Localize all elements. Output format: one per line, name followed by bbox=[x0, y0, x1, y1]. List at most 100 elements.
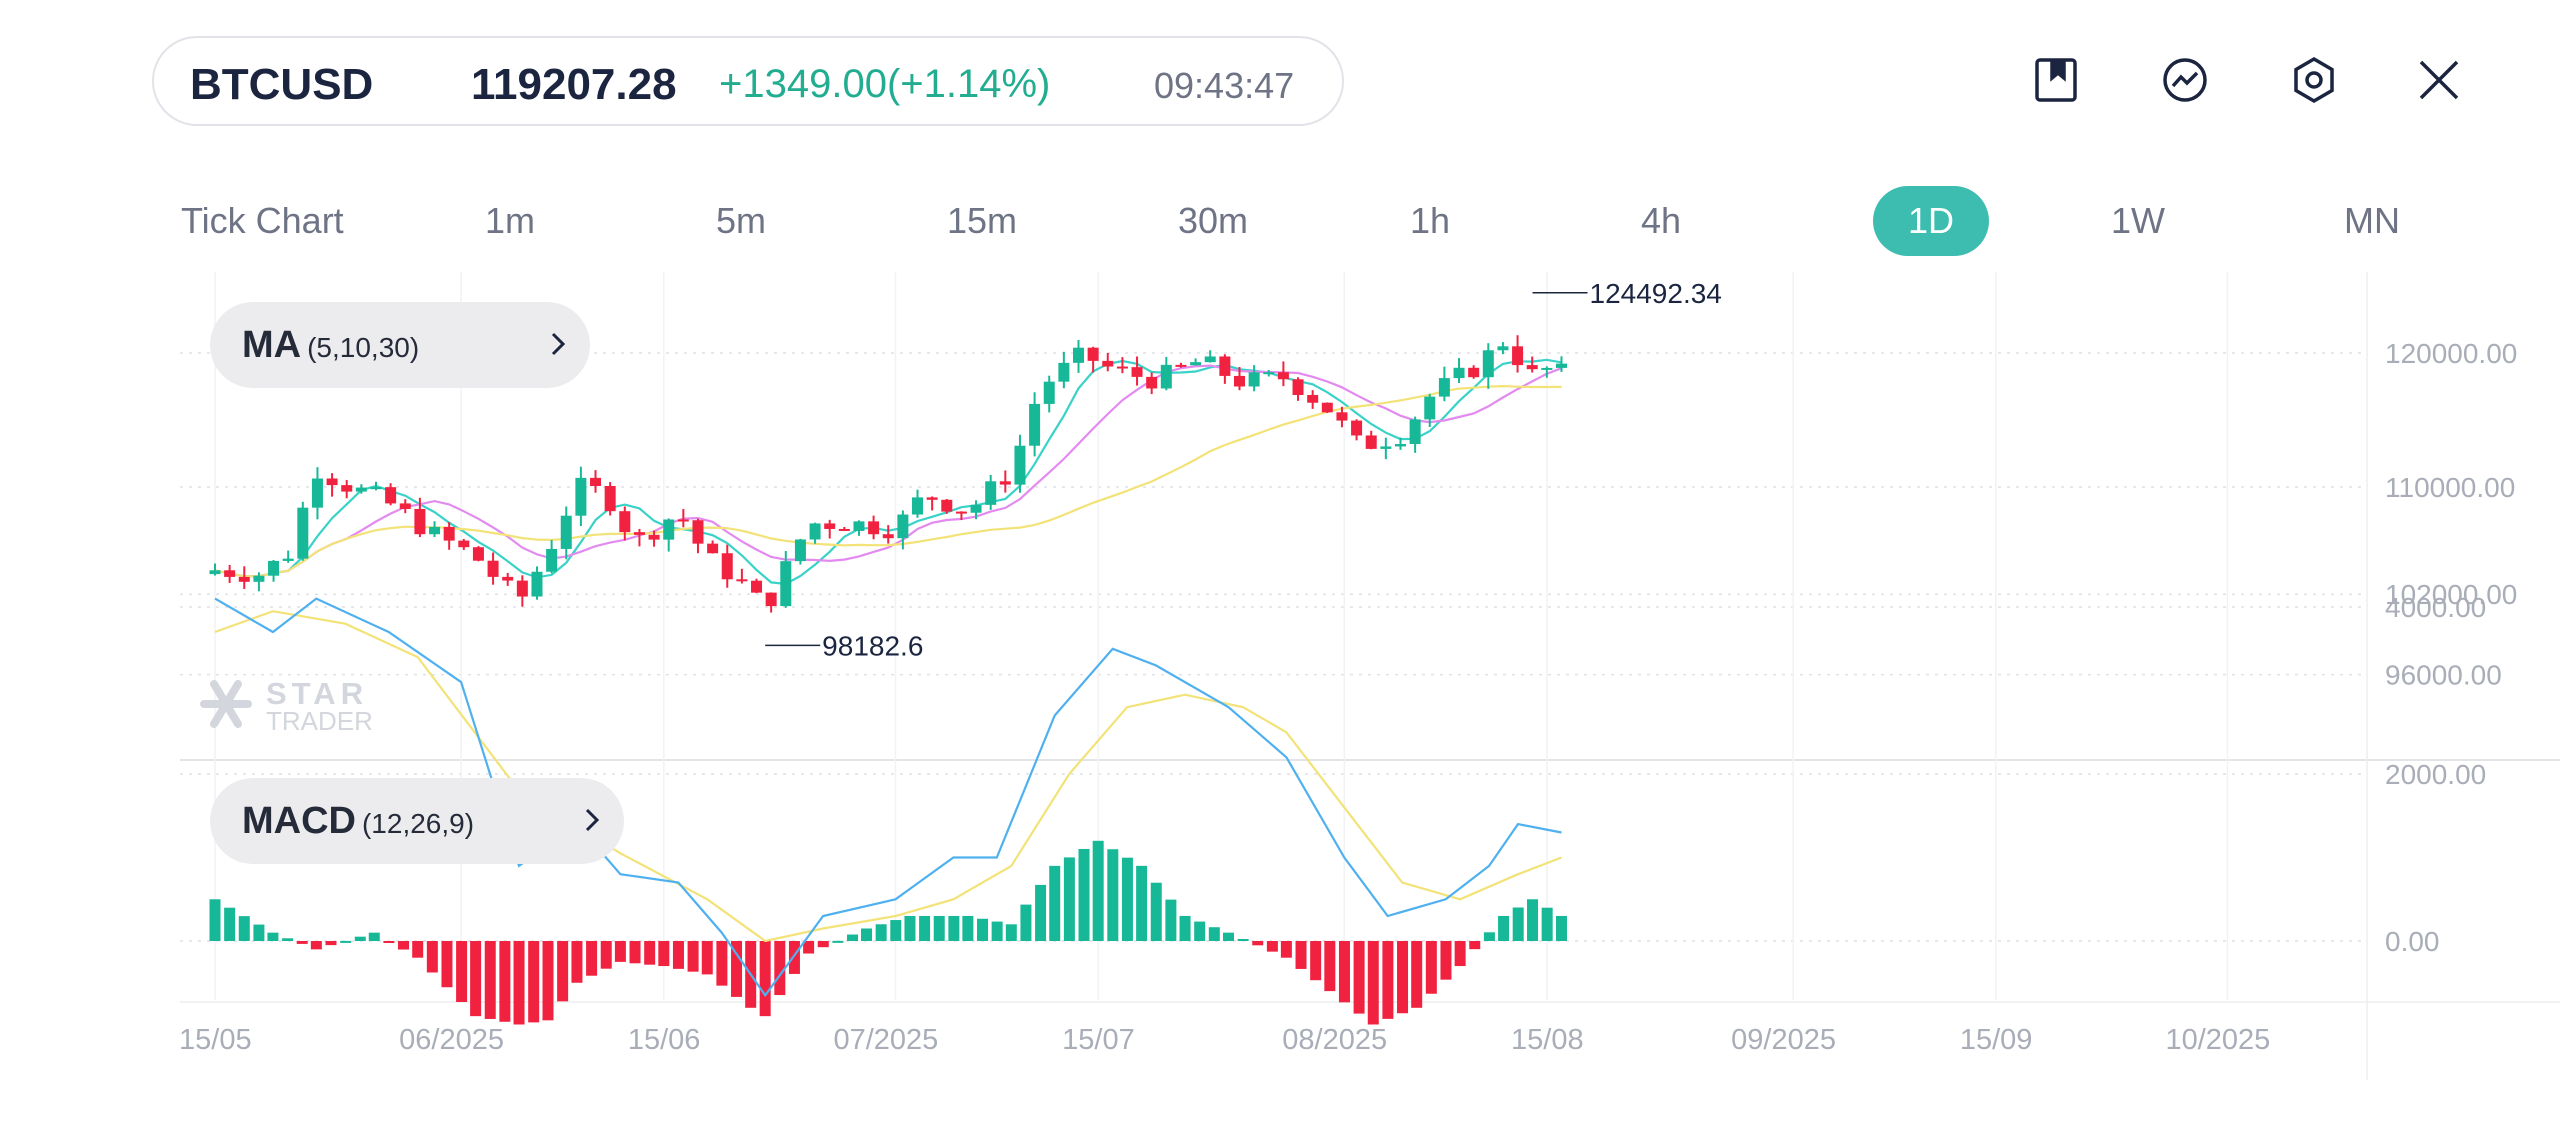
timeframe-mn[interactable]: MN bbox=[2344, 200, 2400, 241]
candle-body bbox=[385, 487, 397, 504]
clock-time: 09:43:47 bbox=[1154, 65, 1295, 106]
candle-body bbox=[238, 576, 250, 582]
price-change: +1349.00(+1.14%) bbox=[719, 62, 1051, 106]
candle-body bbox=[311, 478, 323, 508]
macd-histogram-bar bbox=[441, 941, 453, 988]
macd-histogram-bar bbox=[253, 924, 265, 941]
macd-histogram-bar bbox=[1353, 941, 1365, 1014]
candle-body bbox=[1541, 367, 1553, 370]
macd-histogram-bar bbox=[412, 941, 424, 958]
candle-body bbox=[1043, 381, 1055, 404]
timeframe-1h[interactable]: 1h bbox=[1410, 200, 1451, 241]
bookmark-icon[interactable] bbox=[2028, 52, 2084, 108]
candle-body bbox=[1087, 347, 1099, 361]
macd-histogram-bar bbox=[1150, 882, 1162, 941]
macd-histogram-bar bbox=[238, 916, 250, 941]
candle-body bbox=[794, 539, 806, 562]
macd-histogram-bar bbox=[1092, 840, 1104, 941]
date-axis-label: 15/05 bbox=[179, 1024, 252, 1056]
macd-histogram-bar bbox=[368, 932, 380, 941]
candle-body bbox=[1219, 356, 1231, 376]
candle-body bbox=[429, 526, 441, 535]
macd-histogram-bar bbox=[919, 915, 931, 941]
macd-histogram-bar bbox=[1237, 938, 1249, 941]
ma-params: (5,10,30) bbox=[307, 332, 420, 363]
macd-histogram-bar bbox=[832, 940, 844, 943]
macd-histogram-bar bbox=[1397, 941, 1409, 1014]
candle-body bbox=[882, 534, 894, 539]
candle-body bbox=[487, 560, 499, 577]
timeframe-1d[interactable]: 1D bbox=[1873, 186, 1989, 256]
settings-hexagon-icon[interactable] bbox=[2286, 52, 2342, 108]
low-price-label: 98182.6 bbox=[822, 630, 923, 661]
macd-indicator-button[interactable]: MACD (12,26,9) bbox=[210, 778, 624, 864]
macd-histogram-bar bbox=[1295, 941, 1307, 969]
candle-body bbox=[868, 521, 880, 535]
timeframe-1w[interactable]: 1W bbox=[2111, 200, 2165, 241]
date-axis-label: 15/06 bbox=[628, 1024, 701, 1056]
high-price-label: 124492.34 bbox=[1590, 278, 1722, 309]
macd-histogram-bar bbox=[672, 941, 684, 969]
timeframe-1m[interactable]: 1m bbox=[485, 200, 536, 241]
macd-histogram-bar bbox=[948, 915, 960, 941]
candle-body bbox=[1116, 366, 1128, 369]
candle-body bbox=[1073, 347, 1085, 363]
candle-body bbox=[1277, 372, 1289, 380]
date-axis-label: 06/2025 bbox=[399, 1024, 504, 1056]
candle-body bbox=[531, 571, 543, 597]
symbol-label[interactable]: BTCUSD bbox=[190, 60, 374, 109]
candle-body bbox=[268, 560, 280, 576]
candle-body bbox=[1160, 364, 1172, 389]
macd-histogram-bar bbox=[325, 941, 337, 946]
candle-body bbox=[838, 528, 850, 531]
candle-body bbox=[941, 499, 953, 512]
macd-params: (12,26,9) bbox=[361, 808, 475, 839]
candle-body bbox=[648, 534, 660, 540]
macd-histogram-bar bbox=[1411, 941, 1423, 1008]
ma-indicator-button[interactable]: MA (5,10,30) bbox=[210, 302, 590, 388]
timeframe-5m[interactable]: 5m bbox=[716, 200, 767, 241]
candle-body bbox=[560, 515, 572, 549]
macd-histogram-bar bbox=[1035, 884, 1047, 941]
candle-body bbox=[736, 579, 748, 582]
candle-body bbox=[1453, 367, 1465, 379]
candle-body bbox=[370, 487, 382, 490]
macd-histogram-bar bbox=[398, 941, 410, 950]
timeframe-tick-chart[interactable]: Tick Chart bbox=[181, 200, 344, 241]
macd-histogram-bar bbox=[991, 921, 1003, 941]
macd-histogram-bar bbox=[1121, 857, 1133, 941]
macd-histogram-bar bbox=[644, 941, 656, 965]
candle-body bbox=[1131, 367, 1143, 377]
candle-body bbox=[1058, 362, 1070, 382]
price-axis-label: 110000.00 bbox=[2385, 472, 2515, 503]
macd-histogram-bar bbox=[209, 899, 221, 941]
macd-histogram-bar bbox=[962, 915, 974, 941]
close-icon[interactable] bbox=[2411, 52, 2467, 108]
candle-body bbox=[326, 478, 338, 486]
macd-histogram-bar bbox=[1063, 857, 1075, 941]
macd-histogram-bar bbox=[861, 928, 873, 941]
macd-histogram-bar bbox=[1324, 941, 1336, 992]
last-price: 119207.28 bbox=[471, 60, 677, 109]
macd-histogram-bar bbox=[1555, 915, 1567, 941]
candle-body bbox=[677, 519, 689, 522]
timeframe-15m[interactable]: 15m bbox=[947, 200, 1018, 241]
ticker-header: BTCUSD 119207.28 +1349.00(+1.14%) 09:43:… bbox=[152, 36, 1344, 126]
candle-body bbox=[458, 540, 470, 548]
macd-histogram-bar bbox=[1512, 907, 1524, 941]
macd-histogram-bar bbox=[1165, 899, 1177, 941]
candle-body bbox=[443, 526, 455, 541]
date-axis-label: 07/2025 bbox=[833, 1024, 938, 1056]
macd-histogram-bar bbox=[1541, 907, 1553, 941]
trend-icon[interactable] bbox=[2157, 52, 2213, 108]
timeframe-30m[interactable]: 30m bbox=[1178, 200, 1249, 241]
candle-body bbox=[355, 487, 367, 492]
macd-histogram-bar bbox=[557, 941, 569, 1002]
candle-body bbox=[1014, 445, 1026, 485]
macd-histogram-bar bbox=[456, 941, 468, 1003]
chevron-right-icon bbox=[551, 332, 566, 356]
timeframe-4h[interactable]: 4h bbox=[1641, 200, 1682, 241]
candle-body bbox=[546, 548, 558, 572]
candle-body bbox=[1233, 375, 1245, 387]
